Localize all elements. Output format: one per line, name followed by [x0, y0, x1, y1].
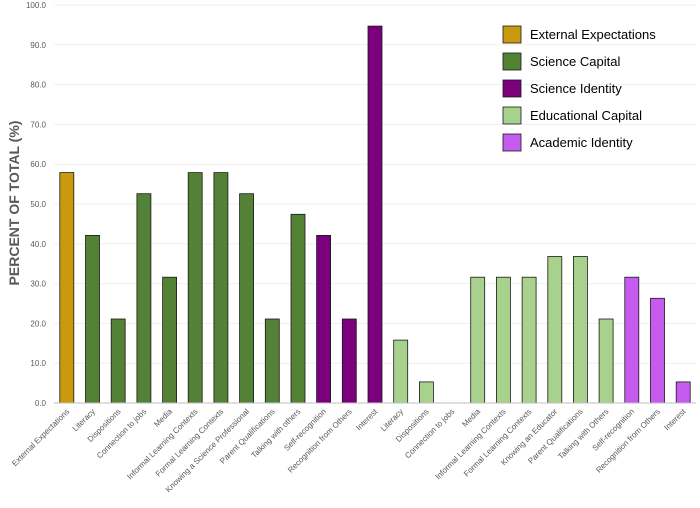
bar	[547, 256, 563, 404]
bar	[239, 193, 255, 404]
x-tick-label: External Expectations	[10, 407, 71, 468]
y-tick-label: 40.0	[30, 240, 46, 249]
bar	[495, 276, 511, 404]
x-tick-label: Media	[460, 407, 482, 429]
legend-swatch	[502, 52, 522, 71]
y-axis-ticks: 0.0 10.0 20.0 30.0 40.0 50.0 60.0 70.0 80.0 90.0 1…	[26, 1, 47, 408]
legend-label: Science Identity	[530, 81, 622, 96]
y-tick-label: 50.0	[30, 200, 46, 209]
bar	[418, 381, 434, 404]
bar	[624, 276, 640, 404]
bar	[675, 381, 691, 404]
bar	[521, 276, 537, 404]
legend-swatch	[502, 133, 522, 152]
x-tick-label: Interest	[662, 407, 688, 433]
x-tick-label: Connection to jobs	[403, 407, 456, 460]
y-tick-label: 30.0	[30, 280, 46, 289]
legend-label: Science Capital	[530, 54, 620, 69]
bars	[59, 25, 691, 404]
x-tick-label: Media	[152, 407, 174, 429]
y-tick-label: 100.0	[26, 1, 47, 10]
y-tick-label: 80.0	[30, 81, 46, 90]
bar	[162, 276, 178, 404]
y-tick-label: 60.0	[30, 160, 46, 169]
y-tick-label: 0.0	[35, 399, 47, 408]
y-tick-label: 90.0	[30, 41, 46, 50]
bar	[367, 25, 383, 404]
bar	[573, 256, 588, 404]
bar	[59, 172, 75, 404]
y-axis-label: PERCENT OF TOTAL (%)	[6, 121, 22, 286]
x-tick-label: Interest	[354, 407, 380, 433]
x-axis-ticks: External Expectations LiteracyDisposition…	[10, 407, 688, 495]
bar	[393, 339, 409, 404]
bar	[85, 234, 100, 404]
bar	[213, 172, 229, 404]
legend-swatch	[502, 106, 522, 125]
bar	[110, 318, 126, 404]
bar	[650, 297, 665, 404]
legend-swatch	[502, 25, 522, 44]
bar	[470, 276, 486, 404]
bar	[598, 318, 614, 404]
legend: External Expectations Science Capital Scie…	[502, 25, 656, 152]
bar	[136, 193, 152, 404]
legend-label: Educational Capital	[530, 108, 642, 123]
bar	[187, 172, 203, 404]
y-tick-label: 10.0	[30, 359, 46, 368]
y-tick-label: 20.0	[30, 319, 46, 328]
legend-label: Academic Identity	[530, 135, 633, 150]
bar	[341, 318, 357, 404]
x-tick-label: Connection to jobs	[95, 407, 148, 460]
legend-label: External Expectations	[530, 27, 656, 42]
bar	[316, 234, 332, 404]
bar	[264, 318, 280, 404]
y-tick-label: 70.0	[30, 120, 46, 129]
legend-swatch	[502, 79, 522, 98]
bar	[290, 213, 306, 404]
